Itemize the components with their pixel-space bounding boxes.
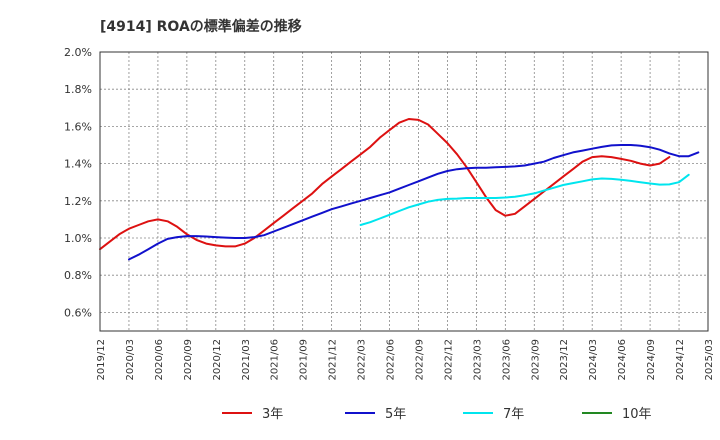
x-tick-label: 2024/03 bbox=[588, 339, 599, 381]
y-tick-label: 1.0% bbox=[64, 232, 92, 245]
x-tick-label: 2023/03 bbox=[472, 339, 483, 381]
x-tick-label: 2020/09 bbox=[183, 339, 194, 381]
x-tick-label: 2020/12 bbox=[212, 339, 223, 381]
x-tick-label: 2020/03 bbox=[125, 339, 136, 381]
x-tick-label: 2022/06 bbox=[386, 339, 397, 381]
x-tick-label: 2023/12 bbox=[559, 339, 570, 381]
x-tick-label: 2021/09 bbox=[299, 339, 310, 381]
plot-frame bbox=[99, 51, 709, 332]
series-line bbox=[128, 144, 700, 261]
x-tick-label: 2024/09 bbox=[646, 339, 657, 381]
y-tick-label: 0.8% bbox=[64, 269, 92, 282]
y-tick-label: 1.8% bbox=[64, 83, 92, 96]
y-tick-label: 2.0% bbox=[64, 46, 92, 59]
x-tick-label: 2022/03 bbox=[357, 339, 368, 381]
x-tick-label: 2022/12 bbox=[443, 339, 454, 381]
legend-label: 7年 bbox=[503, 407, 524, 422]
legend: 3年 5年 7年 10年 bbox=[222, 407, 652, 422]
x-tick-label: 2021/06 bbox=[270, 339, 281, 381]
x-axis-ticks: 2019/12 2020/03 2020/06 2020/09 2020/12 2021/… bbox=[96, 339, 715, 381]
y-tick-label: 0.6% bbox=[64, 306, 92, 319]
legend-label: 10年 bbox=[622, 407, 652, 422]
series-lines bbox=[99, 118, 700, 261]
series-line bbox=[359, 173, 690, 226]
x-tick-label: 2021/12 bbox=[328, 339, 339, 381]
x-tick-label: 2022/09 bbox=[414, 339, 425, 381]
y-tick-label: 1.6% bbox=[64, 120, 92, 133]
y-tick-label: 1.4% bbox=[64, 158, 92, 171]
legend-label: 5年 bbox=[385, 407, 406, 422]
x-tick-label: 2023/06 bbox=[501, 339, 512, 381]
x-tick-label: 2025/03 bbox=[704, 339, 715, 381]
y-tick-label: 1.2% bbox=[64, 195, 92, 208]
grid bbox=[99, 51, 709, 331]
chart-title: [4914] ROAの標準偏差の推移 bbox=[100, 19, 302, 35]
x-tick-label: 2024/12 bbox=[675, 339, 686, 381]
x-tick-label: 2020/06 bbox=[154, 339, 165, 381]
x-tick-label: 2021/03 bbox=[241, 339, 252, 381]
series-line bbox=[99, 118, 671, 251]
y-axis-ticks: 0.6% 0.8% 1.0% 1.2% 1.4% 1.6% 1.8% 2.0% bbox=[64, 46, 92, 319]
x-tick-label: 2019/12 bbox=[96, 339, 107, 381]
x-tick-label: 2024/06 bbox=[617, 339, 628, 381]
legend-label: 3年 bbox=[262, 407, 283, 422]
x-tick-label: 2023/09 bbox=[530, 339, 541, 381]
